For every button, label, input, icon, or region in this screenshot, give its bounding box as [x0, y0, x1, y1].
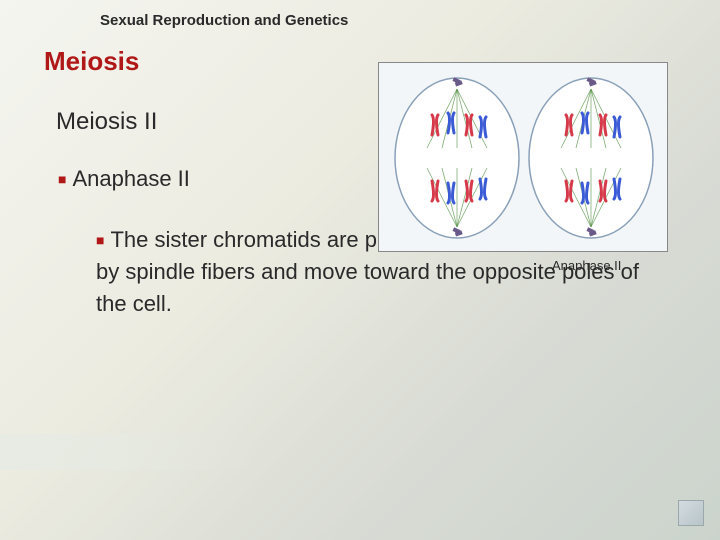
bullet1-marker: ■: [58, 171, 66, 187]
figure-caption: Anaphase II: [552, 258, 621, 273]
bullet2-marker: ■: [96, 232, 104, 248]
chapter-title: Sexual Reproduction and Genetics: [100, 12, 348, 29]
bullet-level1: ■ Anaphase II: [58, 166, 190, 192]
bullet1-text: Anaphase II: [72, 166, 189, 191]
main-title: Meiosis: [44, 46, 139, 77]
anaphase-diagram: [379, 63, 667, 251]
subtitle: Meiosis II: [56, 108, 157, 136]
background-accent: [0, 434, 260, 470]
main-title-text: Meiosis: [44, 46, 139, 76]
corner-decoration: [678, 500, 704, 526]
anaphase-figure: [378, 62, 668, 252]
